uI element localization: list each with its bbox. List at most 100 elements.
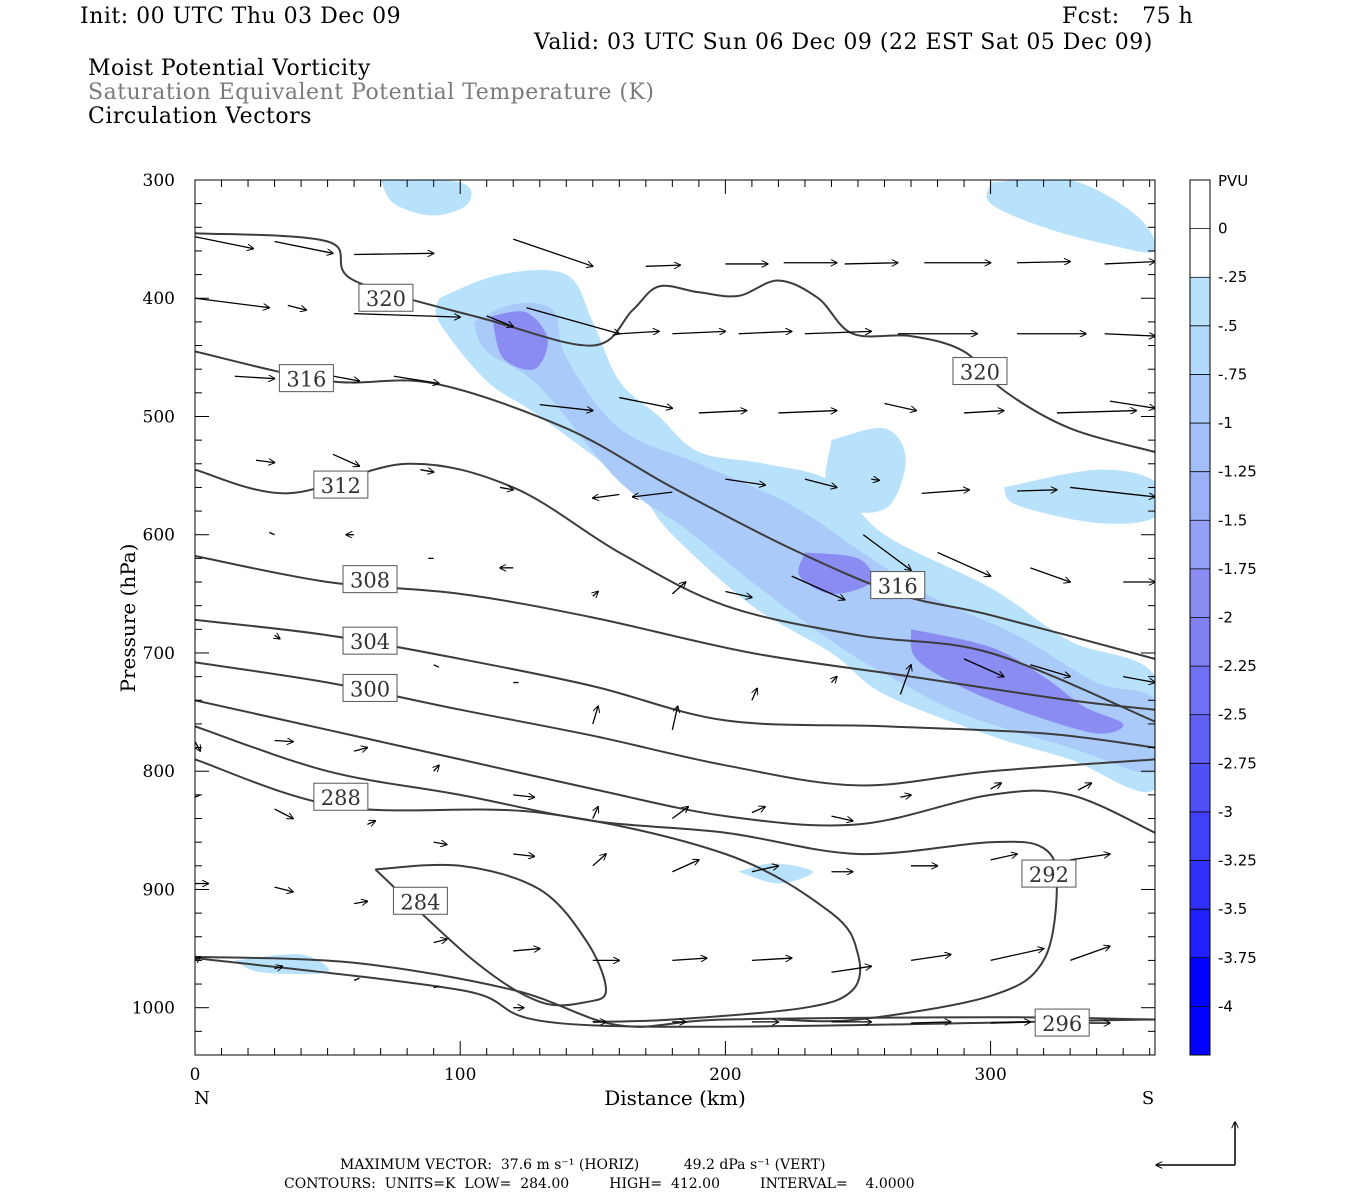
- circulation-vector: [1069, 946, 1110, 962]
- contour-label-text: 304: [350, 630, 390, 654]
- circulation-vector: [1109, 400, 1155, 408]
- colorbar-level-label: -2.5: [1218, 706, 1247, 724]
- contour-label: 304: [342, 626, 398, 655]
- circulation-vector: [671, 807, 688, 820]
- footer-contours: CONTOURS: UNITS=K LOW= 284.00 HIGH= 412.…: [284, 1176, 915, 1192]
- circulation-vector: [862, 534, 911, 570]
- pv-shaded-region-3: [798, 552, 873, 594]
- circulation-vector: [1077, 783, 1091, 791]
- circulation-vector: [332, 453, 360, 466]
- circulation-vector: [937, 551, 991, 576]
- colorbar-swatch: [1190, 568, 1210, 618]
- contour-label-text: 320: [366, 287, 406, 311]
- valid-time: Valid: 03 UTC Sun 06 Dec 09 (22 EST Sat …: [534, 30, 1153, 55]
- circulation-vector: [433, 842, 447, 844]
- contour-label: 292: [1021, 859, 1077, 888]
- colorbar-level-label: -.5: [1218, 317, 1238, 335]
- circulation-vector: [255, 460, 275, 462]
- circulation-vector: [751, 688, 757, 701]
- circulation-vector: [513, 238, 593, 266]
- circulation-vector: [751, 807, 765, 814]
- theta-contour-316-1: [195, 350, 1155, 660]
- title-vectors: Circulation Vectors: [88, 104, 312, 129]
- circulation-vector: [990, 1022, 1031, 1023]
- pv-shaded-region-7: [986, 180, 1155, 253]
- circulation-vector: [195, 741, 200, 751]
- circulation-vector: [539, 404, 593, 411]
- title-mpv: Moist Potential Vorticity: [88, 56, 371, 81]
- circulation-vector: [804, 331, 871, 333]
- circulation-vector: [513, 854, 534, 856]
- circulation-vector: [791, 575, 845, 600]
- y-tick-label: 300: [143, 171, 175, 191]
- contour-label: 284: [392, 886, 448, 915]
- circulation-vector: [619, 396, 672, 409]
- circulation-vector: [1104, 334, 1155, 336]
- colorbar-level-label: -4: [1218, 997, 1233, 1015]
- circulation-vector: [499, 487, 513, 489]
- circulation-vector: [990, 949, 1044, 962]
- circulation-vector: [671, 582, 685, 595]
- colorbar-swatch: [1190, 909, 1210, 958]
- circulation-vector: [831, 815, 852, 821]
- contour-label: 320: [358, 283, 414, 312]
- circulation-vector: [619, 331, 659, 333]
- colorbar-level-label: -3.75: [1218, 949, 1257, 967]
- colorbar-swatch: [1190, 423, 1210, 472]
- circulation-vector: [900, 795, 911, 797]
- circulation-vector: [393, 375, 439, 383]
- colorbar-swatch: [1190, 277, 1210, 326]
- circulation-vector: [433, 664, 440, 668]
- circulation-vector: [274, 966, 283, 968]
- contour-label-text: 316: [286, 368, 326, 392]
- circulation-vector: [274, 240, 333, 253]
- circulation-vector: [234, 376, 275, 378]
- circulation-vector: [645, 265, 680, 266]
- colorbar-level-label: -3.25: [1218, 852, 1257, 870]
- theta-contour-300-11: [195, 957, 1155, 1028]
- circulation-vector: [1030, 664, 1070, 677]
- contour-label: 296: [1034, 1008, 1090, 1037]
- circulation-vector: [195, 957, 200, 961]
- contour-label: 288: [313, 782, 369, 811]
- footer-max-vector: MAXIMUM VECTOR: 37.6 m s⁻¹ (HORIZ) 49.2 …: [340, 1157, 826, 1173]
- circulation-vector: [1104, 262, 1155, 264]
- y-tick-label: 900: [143, 880, 175, 900]
- circulation-vector: [354, 253, 434, 254]
- colorbar-swatch: [1190, 666, 1210, 715]
- circulation-vector: [1017, 262, 1070, 263]
- colorbar-level-label: -1: [1218, 414, 1233, 432]
- circulation-vector: [1070, 486, 1155, 496]
- contour-label: 300: [342, 673, 398, 702]
- circulation-vector: [911, 1022, 951, 1023]
- circulation-vector: [420, 470, 433, 472]
- pv-shaded-region-8: [1003, 469, 1155, 524]
- circulation-vector: [1123, 675, 1155, 683]
- colorbar-swatch: [1190, 763, 1210, 812]
- x-axis-label: Distance (km): [604, 1086, 746, 1110]
- theta-contour-320-0: [195, 232, 1155, 453]
- pv-shaded-region-9: [738, 863, 813, 884]
- circulation-vector: [592, 854, 606, 867]
- contour-label-text: 316: [878, 575, 918, 599]
- contour-label: 316: [278, 364, 334, 393]
- circulation-vector: [910, 954, 951, 962]
- colorbar-frame: [1189, 179, 1211, 1056]
- x-tick-label: 300: [974, 1065, 1006, 1085]
- x-tick-label: 200: [709, 1065, 741, 1085]
- circulation-vector: [1030, 567, 1070, 582]
- theta-contour-296-10: [195, 955, 1155, 1028]
- circulation-vector: [633, 491, 673, 497]
- circulation-vector: [433, 985, 440, 989]
- contour-label-text: 300: [350, 677, 390, 701]
- colorbar-level-label: -2.25: [1218, 657, 1257, 675]
- y-tick-label: 1000: [132, 999, 175, 1019]
- plot-frame: [194, 179, 1156, 1056]
- circulation-vector: [592, 807, 598, 819]
- colorbar-swatch: [1190, 325, 1210, 375]
- circulation-vector: [433, 939, 447, 943]
- circulation-vector: [899, 665, 911, 695]
- pv-shaded-region-6: [380, 180, 472, 216]
- forecast-hour: Fcst: 75 h: [1062, 4, 1194, 29]
